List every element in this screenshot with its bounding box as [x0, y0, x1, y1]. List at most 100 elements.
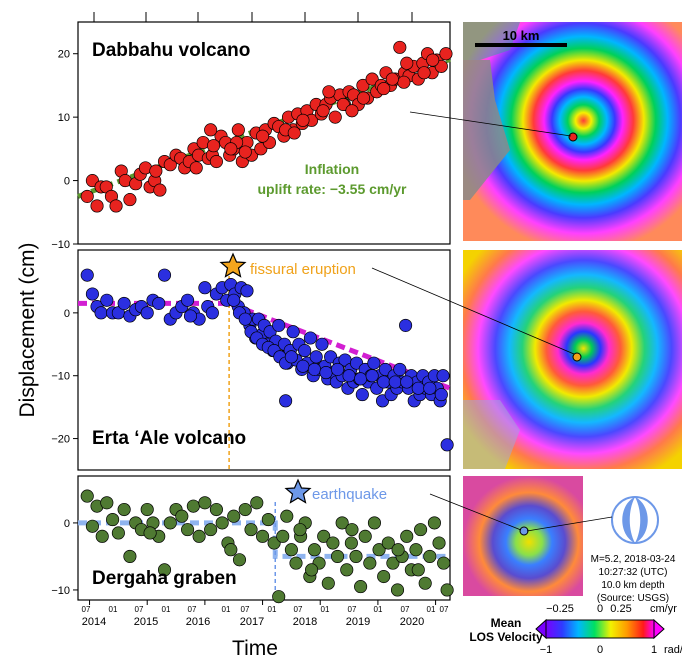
data-point	[238, 502, 252, 517]
data-point	[106, 513, 120, 527]
y-tick-label: 10	[58, 112, 70, 124]
data-point	[305, 563, 319, 577]
data-point	[80, 268, 94, 282]
colorbar-top-tick: 0	[597, 603, 603, 615]
data-point	[418, 576, 432, 590]
data-point	[123, 549, 137, 563]
data-point	[328, 110, 342, 124]
month-tick-label: 01	[321, 605, 330, 614]
data-point	[143, 526, 157, 540]
data-point	[393, 40, 407, 54]
data-point	[322, 85, 336, 99]
data-point	[330, 549, 345, 563]
data-point	[232, 553, 247, 567]
data-point	[321, 576, 335, 590]
colorbar-bottom-tick: 1	[651, 644, 657, 656]
panel-title-dabbahu: Dabbahu volcano	[92, 40, 250, 61]
data-point	[358, 529, 372, 543]
quake-info-line: 10:27:32 (UTC)	[599, 567, 668, 578]
data-point	[349, 549, 363, 563]
data-point	[209, 154, 223, 169]
data-point	[231, 123, 245, 137]
data-point	[111, 526, 125, 540]
data-point	[440, 438, 454, 452]
colorbar-title: Mean	[491, 616, 522, 630]
data-point	[397, 75, 411, 89]
colorbar-bottom-tick: −1	[540, 644, 553, 656]
year-tick-label: 2019	[346, 616, 370, 628]
data-point	[385, 72, 399, 86]
data-point	[335, 516, 349, 530]
colorbar-top-tick: 0.25	[610, 603, 631, 615]
data-point	[377, 82, 391, 96]
data-point	[80, 189, 94, 203]
data-point	[423, 381, 437, 395]
panel-frame-erta-ale	[77, 249, 451, 471]
data-point	[309, 350, 323, 364]
month-tick-label: 07	[401, 605, 410, 614]
data-point	[356, 91, 371, 105]
data-point	[85, 519, 99, 533]
data-point	[192, 529, 206, 543]
data-point	[276, 529, 290, 543]
data-points	[80, 40, 454, 604]
y-tick-label: −20	[51, 434, 70, 446]
data-point	[100, 496, 114, 510]
earthquake-star-icon	[284, 478, 312, 504]
data-point	[342, 369, 356, 383]
map-tile-erta-ale	[463, 250, 682, 469]
month-tick-label: 07	[82, 605, 91, 614]
data-point	[432, 536, 446, 550]
data-point	[94, 306, 108, 320]
panel-frame-dergaha	[77, 475, 451, 601]
data-point	[204, 123, 218, 137]
data-point	[399, 318, 413, 332]
data-point	[287, 126, 301, 140]
data-point	[400, 529, 414, 543]
panel-title-erta-ale: Erta ‘Ale volcano	[92, 428, 246, 449]
dabbahu-site-marker	[568, 132, 578, 142]
map-tile-dergaha	[463, 476, 583, 596]
data-point	[140, 306, 154, 320]
panel-frame-dabbahu	[77, 21, 451, 245]
data-point	[250, 496, 264, 510]
data-point	[409, 543, 423, 557]
data-point	[367, 356, 381, 370]
colorbar-top-tick: −0.25	[546, 603, 574, 615]
data-point	[279, 394, 293, 408]
year-tick-label: 2015	[134, 616, 158, 628]
data-point	[117, 502, 131, 517]
data-point	[157, 268, 172, 282]
event-lines	[228, 276, 276, 600]
data-point	[307, 362, 322, 376]
x-axis-title: Time	[232, 637, 278, 659]
data-point	[391, 543, 405, 557]
data-point	[296, 359, 310, 373]
data-point	[149, 164, 163, 178]
data-point	[289, 556, 303, 570]
data-point	[227, 293, 241, 307]
data-point	[411, 563, 425, 577]
y-tick-label: 0	[64, 518, 70, 530]
data-point	[393, 362, 407, 376]
data-point	[326, 536, 340, 550]
data-point	[152, 296, 166, 310]
colorbar-bottom-unit: rad/yr	[664, 644, 682, 656]
data-point	[423, 549, 437, 563]
data-point	[272, 318, 286, 332]
data-point	[372, 543, 386, 557]
month-tick-label: 07	[188, 605, 197, 614]
leader-lines	[371, 111, 613, 532]
data-point	[95, 529, 109, 543]
data-point	[316, 104, 330, 118]
colorbar: Mean LOS Velocity −0.25 0 0.25 cm/yr −1 …	[469, 603, 682, 656]
data-point	[411, 381, 425, 395]
data-point	[319, 366, 333, 380]
data-point	[377, 375, 391, 389]
colorbar-title: LOS Velocity	[469, 630, 543, 644]
earthquake-label: earthquake	[312, 486, 387, 503]
data-point	[189, 161, 203, 175]
data-point	[85, 287, 99, 301]
data-point	[400, 56, 414, 70]
